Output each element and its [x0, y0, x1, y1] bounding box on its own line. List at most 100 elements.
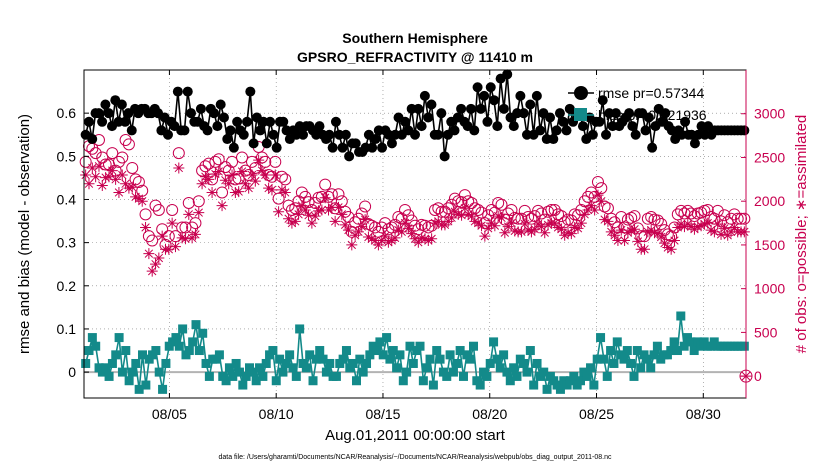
rmse-point — [327, 142, 338, 153]
assimilated-obs-point — [136, 195, 148, 207]
bias-point — [592, 354, 602, 364]
rmse-point — [182, 86, 193, 97]
bias-point — [127, 367, 137, 377]
assimilated-obs-point — [629, 223, 641, 235]
rmse-point — [172, 86, 183, 97]
bias-point — [378, 350, 388, 360]
bias-point — [194, 346, 204, 356]
possible-obs-point — [502, 207, 515, 220]
rmse-point — [222, 134, 233, 145]
rmse-point — [261, 138, 272, 149]
bias-point — [555, 384, 565, 394]
rmse-point — [103, 108, 114, 119]
bias-point — [158, 384, 168, 394]
possible-obs-point — [172, 147, 185, 160]
bias-point — [285, 350, 295, 360]
possible-obs-point — [512, 212, 525, 225]
possible-obs-point — [295, 186, 308, 199]
bias-point — [331, 371, 341, 381]
bias-point — [171, 333, 181, 343]
possible-obs-point — [89, 147, 102, 160]
assimilated-obs-point — [143, 248, 155, 260]
rmse-point — [739, 125, 750, 136]
rmse-point — [278, 116, 289, 127]
assimilated-obs-point — [166, 217, 178, 229]
rmse-point — [126, 125, 137, 136]
assimilated-obs-point — [332, 201, 344, 213]
assimilated-obs-point — [256, 165, 268, 177]
assimilated-obs-point — [705, 224, 717, 236]
bias-point — [275, 354, 285, 364]
assimilated-obs-point — [619, 235, 631, 247]
bias-point — [288, 363, 298, 373]
assimilated-obs-point — [223, 178, 235, 190]
y-tick-label-right: 3000 — [754, 106, 785, 122]
rmse-point — [162, 129, 173, 140]
bias-point — [385, 354, 395, 364]
possible-obs-point — [112, 155, 125, 168]
rmse-point — [340, 129, 351, 140]
rmse-point — [324, 129, 335, 140]
axes: 08/05 08/10 08/15 08/20 08/25 08/30 0 0.1 0.2 0.3… — [57, 70, 785, 422]
rmse-point — [416, 121, 427, 132]
rmse-point — [337, 142, 348, 153]
assimilated-obs-point — [216, 200, 228, 212]
assimilated-obs-point — [146, 265, 158, 277]
possible-obs-point — [126, 161, 139, 174]
rmse-point — [400, 116, 411, 127]
bias-point — [505, 376, 515, 386]
assimilated-obs-point — [126, 181, 138, 193]
assimilated-obs-point — [575, 217, 587, 229]
possible-obs-point — [349, 216, 362, 229]
assimilated-obs-point — [702, 217, 714, 229]
bias-point — [321, 367, 331, 377]
bias-point — [622, 346, 632, 356]
rmse-point — [449, 125, 460, 136]
rmse-point — [689, 138, 700, 149]
assimilated-obs-point — [239, 178, 251, 190]
assimilated-obs-point — [246, 169, 258, 181]
bias-point — [315, 346, 325, 356]
bias-point — [308, 376, 318, 386]
rmse-point — [386, 138, 397, 149]
bias-point — [422, 363, 432, 373]
possible-obs-point — [585, 186, 598, 199]
rmse-point — [531, 90, 542, 101]
assimilated-obs-point — [336, 208, 348, 220]
assimilated-obs-point — [429, 217, 441, 229]
assimilated-obs-point — [283, 213, 295, 225]
assimilated-obs-point — [226, 169, 238, 181]
possible-obs-point — [688, 210, 701, 223]
assimilated-obs-point — [595, 195, 607, 207]
rmse-point — [525, 99, 536, 110]
assimilated-obs-point — [399, 217, 411, 229]
rmse-point — [350, 138, 361, 149]
assimilated-obs-point — [655, 231, 667, 243]
assimilated-obs-point — [642, 226, 654, 238]
y-tick-label-right: 2000 — [754, 193, 785, 209]
rmse-point — [469, 125, 480, 136]
assimilated-obs-point — [466, 210, 478, 222]
assimilated-obs-point — [319, 192, 331, 204]
bias-point — [188, 337, 198, 347]
possible-obs-point — [495, 198, 508, 211]
bias-point — [612, 337, 622, 347]
bias-point — [392, 363, 402, 373]
rmse-point — [242, 116, 253, 127]
bias-point — [161, 358, 171, 368]
bias-point — [469, 341, 479, 351]
rmse-point — [545, 112, 556, 123]
bias-point — [672, 346, 682, 356]
series-bias — [81, 311, 749, 394]
assimilated-obs-point — [179, 233, 191, 245]
assimilated-obs-point — [572, 222, 584, 234]
rmse-point — [436, 108, 447, 119]
bias-point — [111, 350, 121, 360]
bias-point — [114, 333, 124, 343]
bias-point — [609, 358, 619, 368]
bias-point — [154, 367, 164, 377]
bias-point — [375, 337, 385, 347]
rmse-point — [330, 116, 341, 127]
rmse-point — [558, 116, 569, 127]
